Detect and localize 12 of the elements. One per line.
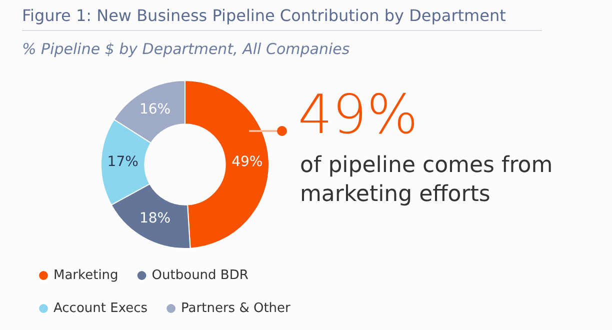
legend-label: Marketing (54, 268, 118, 283)
legend-label: Account Execs (54, 300, 148, 316)
data-label: 17% (107, 154, 138, 170)
data-label: 16% (139, 102, 171, 118)
chart-title: Figure 1: New Business Pipeline Contribution by Department (22, 6, 506, 25)
text: 49% (298, 83, 418, 146)
text: of pipeline comes from marketing efforts (300, 152, 554, 209)
chart-subtitle: % Pipeline $ by Department, All Companies (22, 40, 350, 58)
legend-label: Partners & Other (181, 300, 292, 316)
data-label: 18% (139, 210, 171, 227)
legend-label: Outbound BDR (152, 268, 248, 283)
data-label: 49% (232, 154, 263, 170)
